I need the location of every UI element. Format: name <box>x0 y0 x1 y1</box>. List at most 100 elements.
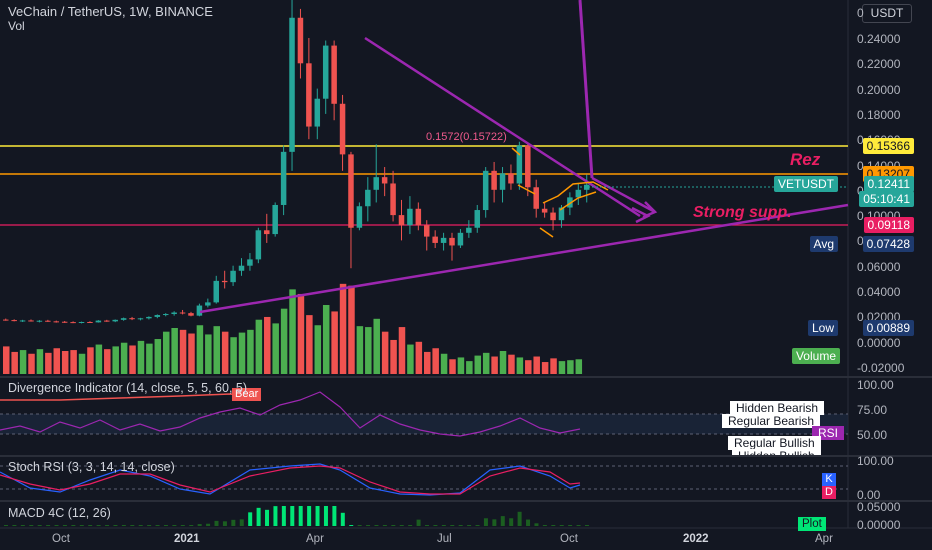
descending-trendline[interactable] <box>364 36 641 218</box>
volume-bar <box>221 331 229 374</box>
volume-bar <box>491 356 498 374</box>
vertical-arrow-line[interactable] <box>578 0 594 179</box>
volume-bar <box>45 352 52 374</box>
macd-bar <box>71 525 76 526</box>
time-label-apr-2022: Apr <box>815 533 833 545</box>
volume-bar <box>415 341 423 374</box>
candle-body <box>381 177 388 184</box>
macd-bar <box>349 525 354 526</box>
macd-plot-tag: Plot <box>798 517 826 531</box>
legend-hidden-bullish: Hidden Bullish <box>732 449 821 455</box>
candle-body <box>491 170 497 190</box>
volume-bar <box>339 283 347 374</box>
volume-bar <box>381 331 389 374</box>
macd-bar <box>425 525 429 526</box>
macd-title[interactable]: MACD 4C (12, 26) <box>8 506 111 520</box>
price-scale-tick: 0.04000 <box>857 285 901 299</box>
bear-divergence-badge: Bear <box>232 388 262 401</box>
candle-body <box>533 187 539 209</box>
macd-bar <box>500 516 505 526</box>
macd-bar <box>399 525 404 526</box>
candle-body <box>407 208 413 226</box>
price-tag-yellow-level: 0.15366 <box>862 138 914 154</box>
volume-bar <box>3 346 10 374</box>
price-scale-tick: 0.22000 <box>857 57 901 72</box>
candle-body <box>339 103 346 155</box>
volume-indicator-label[interactable]: Vol <box>8 19 25 33</box>
macd-bar <box>222 521 227 526</box>
currency-button[interactable]: USDT <box>862 4 912 23</box>
orange-mark-top <box>511 147 521 156</box>
candle-body <box>466 227 472 233</box>
candle-body <box>78 321 85 323</box>
rez-annotation[interactable]: Rez <box>790 150 821 169</box>
macd-bar <box>467 525 472 526</box>
legend-regular-bearish: Regular Bearish <box>722 414 821 428</box>
projection-arrow-line[interactable] <box>591 176 656 214</box>
macd-bar <box>121 525 126 526</box>
macd-bar <box>416 519 421 526</box>
time-label-oct-2021: Oct <box>560 533 578 545</box>
candle-body <box>205 302 211 306</box>
macd-bar <box>408 525 413 526</box>
volume-bar <box>112 346 119 374</box>
candle-body <box>356 206 363 228</box>
macd-scale-0: 0.00000 <box>857 518 901 532</box>
candle-body <box>525 145 531 188</box>
symbol-title[interactable]: VeChain / TetherUS, 1W, BINANCE <box>8 4 213 19</box>
candle-body <box>28 320 34 322</box>
macd-bar <box>298 506 303 526</box>
macd-bar <box>492 519 497 526</box>
low-price-label: Low <box>807 320 838 336</box>
stoch-rsi-title[interactable]: Stoch RSI (3, 3, 14, 14, close) <box>8 460 175 474</box>
macd-bar <box>189 525 194 526</box>
strong-support-annotation[interactable]: Strong supp. <box>693 204 792 221</box>
volume-bar <box>272 323 279 374</box>
candle-body <box>95 320 102 323</box>
overlapping-price-label: 0.1572(0.15722) <box>426 131 507 143</box>
avg-price-label: Avg <box>809 236 838 252</box>
volume-bar <box>499 351 507 374</box>
candle-body <box>432 236 438 243</box>
candle-body <box>179 312 186 314</box>
ascending-trendline[interactable] <box>199 203 849 314</box>
volume-bar <box>541 362 549 374</box>
candle-body <box>45 320 51 322</box>
volume-bar <box>179 329 187 374</box>
volume-bar <box>247 329 254 374</box>
divergence-indicator-title[interactable]: Divergence Indicator (14, close, 5, 5, 6… <box>8 381 248 395</box>
candle-body <box>314 98 321 127</box>
candle-body <box>508 173 514 184</box>
macd-bar <box>197 524 202 526</box>
volume-bar <box>70 350 77 374</box>
macd-bar <box>163 525 168 526</box>
candle-body <box>516 145 523 184</box>
candle-body <box>583 184 590 190</box>
price-scale-tick: 0.24000 <box>857 32 901 46</box>
candle-body <box>499 173 506 190</box>
volume-bar <box>550 358 557 374</box>
candle-body <box>457 232 464 246</box>
macd-bar <box>315 506 320 526</box>
macd-bar <box>138 525 143 526</box>
projection-arrowhead <box>642 201 658 219</box>
volume-bar <box>255 319 263 374</box>
macd-bar <box>265 509 270 526</box>
macd-bar <box>391 525 396 526</box>
macd-bar <box>273 506 278 526</box>
candle-body <box>550 212 556 221</box>
candle-body <box>373 177 379 190</box>
macd-scale-005: 0.05000 <box>857 500 901 514</box>
volume-bar <box>213 326 220 374</box>
macd-bar <box>290 506 295 526</box>
volume-bar <box>171 328 178 374</box>
macd-bar <box>46 525 51 526</box>
macd-bar <box>534 523 539 526</box>
volume-bar <box>466 361 473 374</box>
macd-bar <box>256 507 261 526</box>
macd-bar <box>113 525 118 526</box>
candle-body <box>482 170 489 211</box>
price-scale-tick: 0.00000 <box>857 335 901 350</box>
bar-countdown-tag: 05:10:41 <box>859 191 914 207</box>
